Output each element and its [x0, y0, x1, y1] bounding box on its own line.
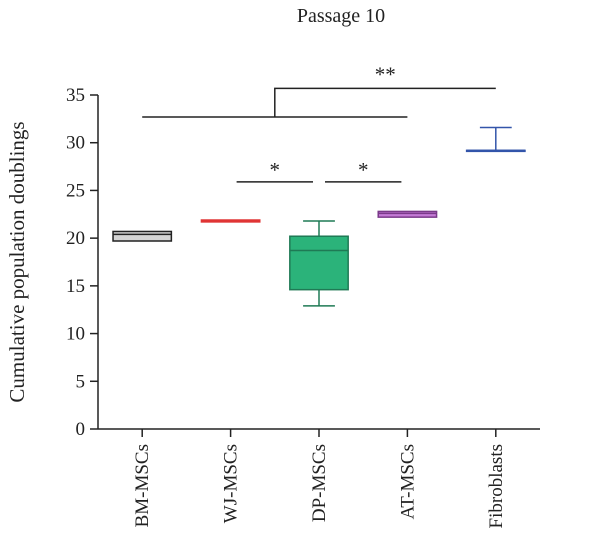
chart-title: Passage 10 — [297, 5, 385, 27]
x-category-label: DP-MSCs — [309, 444, 330, 522]
y-tick-label: 10 — [66, 324, 85, 345]
x-category-label: AT-MSCs — [397, 444, 418, 519]
box-iqr — [112, 230, 173, 242]
y-tick-label: 25 — [66, 180, 85, 201]
y-tick-label: 35 — [66, 85, 85, 106]
y-tick-label: 0 — [76, 419, 86, 440]
x-category-label: WJ-MSCs — [221, 444, 242, 523]
y-tick-label: 5 — [76, 371, 86, 392]
x-category-label: Fibroblasts — [486, 444, 507, 528]
box-at-mscs — [377, 210, 438, 218]
box-iqr — [377, 210, 438, 218]
y-axis-label: Cumulative population doublings — [5, 121, 29, 402]
x-category-label: BM-MSCs — [132, 444, 153, 527]
box-iqr — [289, 235, 349, 291]
box-wj-mscs — [200, 219, 261, 223]
y-tick-label: 15 — [66, 276, 85, 297]
box-dp-mscs — [289, 220, 349, 307]
y-tick-label: 20 — [66, 228, 85, 249]
significance-bracket — [274, 87, 496, 117]
box-bm-mscs — [112, 230, 173, 242]
significance-label: ** — [375, 62, 396, 86]
significance-label: * — [358, 158, 369, 182]
significance-label: * — [270, 158, 281, 182]
box-fibroblasts — [465, 126, 526, 153]
y-tick-label: 30 — [66, 133, 85, 154]
